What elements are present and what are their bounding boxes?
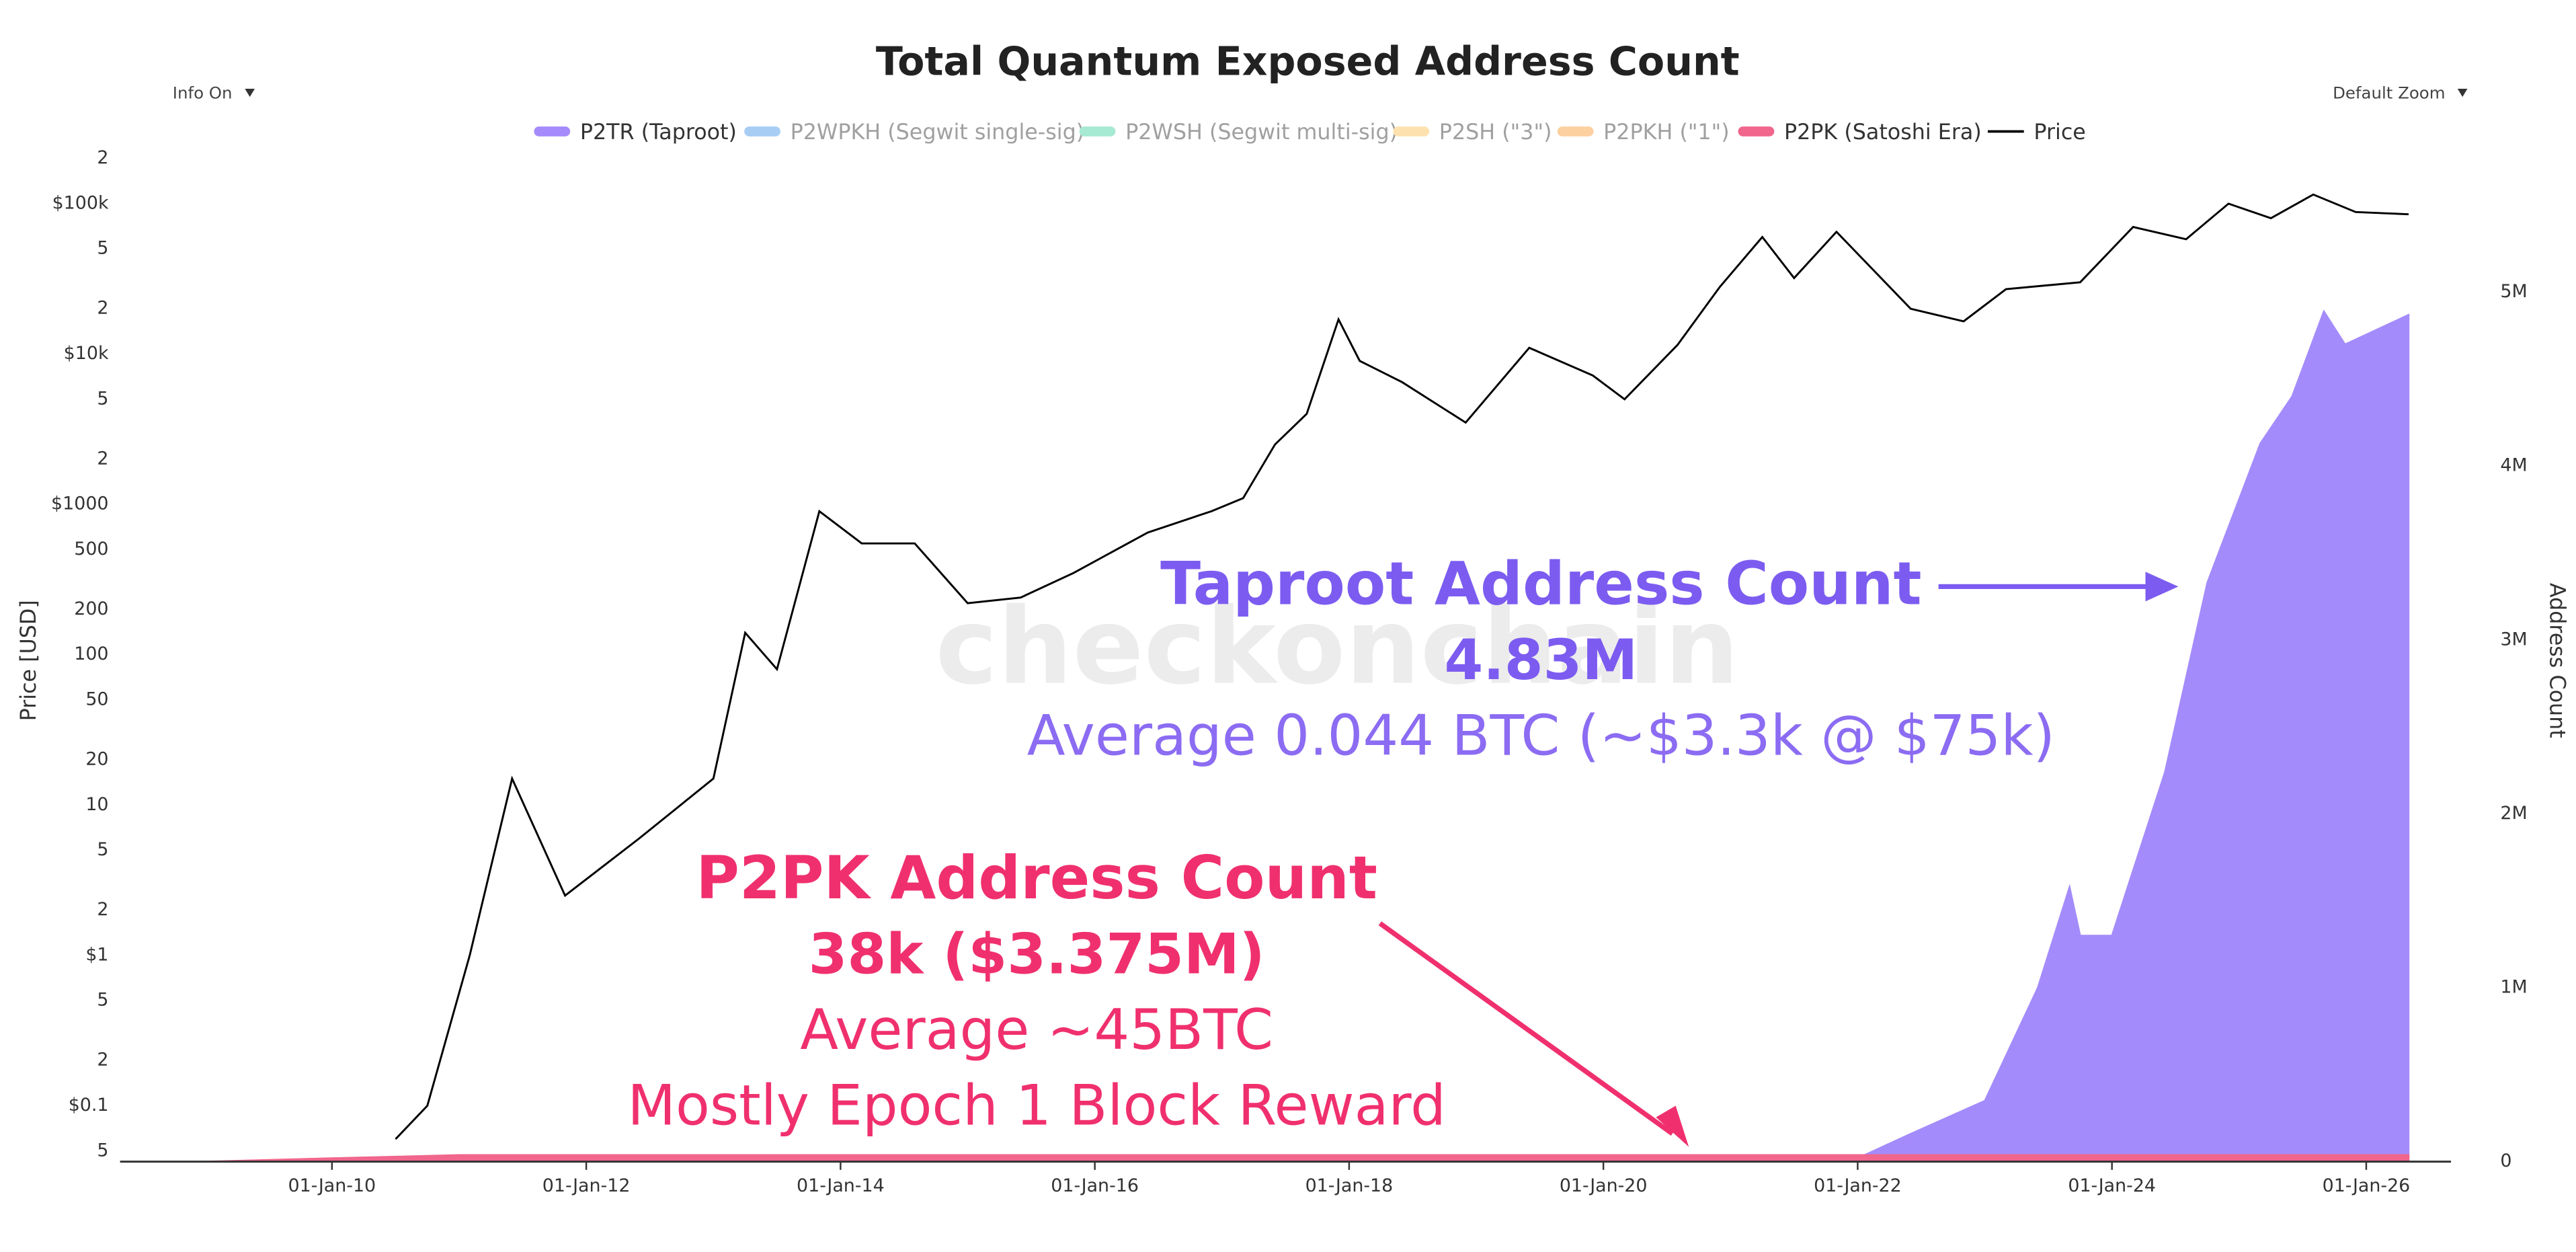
legend-swatch bbox=[744, 126, 780, 136]
legend-swatch bbox=[1738, 126, 1775, 136]
x-tick-label: 01-Jan-24 bbox=[2068, 1175, 2156, 1196]
annotation: Taproot Address Count bbox=[1160, 549, 1921, 619]
y-tick-label: 2 bbox=[97, 298, 108, 319]
x-tick-label: 01-Jan-20 bbox=[1560, 1175, 1648, 1196]
y2-tick-label: 4M bbox=[2500, 455, 2527, 476]
y-tick-label: $100k bbox=[52, 192, 109, 213]
y-tick-label: 2 bbox=[97, 899, 108, 920]
legend-label[interactable]: Price bbox=[2034, 120, 2085, 145]
legend-swatch bbox=[1079, 126, 1116, 136]
y-tick-label: $1 bbox=[85, 944, 108, 965]
legend-swatch bbox=[1393, 126, 1430, 136]
annotation: Mostly Epoch 1 Block Reward bbox=[627, 1072, 1446, 1138]
legend-label[interactable]: P2WSH (Segwit multi-sig) bbox=[1125, 120, 1398, 145]
y2-tick-label: 5M bbox=[2500, 281, 2527, 302]
y-axis-label: Price [USD] bbox=[17, 600, 41, 721]
dropdown-arrow bbox=[2457, 88, 2468, 97]
annotation: Average ~45BTC bbox=[800, 997, 1273, 1062]
y-tick-label: 50 bbox=[85, 689, 108, 710]
y-tick-label: 100 bbox=[74, 643, 108, 664]
x-tick-label: 01-Jan-14 bbox=[797, 1175, 885, 1196]
y-tick-label: 2 bbox=[97, 1050, 108, 1070]
y-tick-label: 2 bbox=[97, 147, 108, 168]
y-tick-label: $10k bbox=[64, 343, 109, 364]
chart-title: Total Quantum Exposed Address Count bbox=[876, 38, 1740, 84]
y-tick-label: 10 bbox=[85, 794, 108, 815]
y-tick-label: 5 bbox=[97, 238, 108, 259]
area bbox=[204, 1154, 2410, 1163]
y-tick-label: 500 bbox=[74, 539, 108, 559]
annotation: Average 0.044 BTC (~$3.3k @ $75k) bbox=[1027, 703, 2055, 769]
legend-label[interactable]: P2PKH ("1") bbox=[1603, 120, 1729, 145]
dropdown-arrow bbox=[245, 88, 255, 97]
legend-swatch bbox=[1557, 126, 1594, 136]
watermark: checkonchain bbox=[935, 585, 1739, 707]
y-tick-label: 5 bbox=[97, 388, 108, 409]
arrow-head bbox=[2145, 572, 2179, 602]
annotation: 4.83M bbox=[1444, 627, 1638, 693]
plot bbox=[113, 157, 2458, 1170]
legend-label[interactable]: P2WPKH (Segwit single-sig) bbox=[791, 120, 1085, 145]
arrow-head bbox=[1656, 1105, 1689, 1147]
y-tick-label: 5 bbox=[97, 990, 108, 1011]
legend-label[interactable]: P2SH ("3") bbox=[1439, 120, 1552, 145]
legend-swatch bbox=[534, 126, 571, 136]
y2-tick-label: 1M bbox=[2500, 976, 2527, 997]
y2-tick-label: 0 bbox=[2500, 1150, 2511, 1171]
y-tick-label: 5 bbox=[97, 839, 108, 860]
y-tick-label: 5 bbox=[97, 1140, 108, 1161]
annotation: P2PK Address Count bbox=[696, 843, 1377, 912]
x-tick-label: 01-Jan-16 bbox=[1051, 1175, 1139, 1196]
y-tick-label: $0.1 bbox=[69, 1095, 109, 1116]
price-line bbox=[395, 193, 2409, 1140]
zoom-toggle[interactable]: Default Zoom bbox=[2333, 83, 2445, 102]
y-tick-label: $1000 bbox=[51, 494, 108, 514]
x-tick-label: 01-Jan-12 bbox=[542, 1175, 631, 1196]
x-tick-label: 01-Jan-18 bbox=[1305, 1175, 1394, 1196]
area bbox=[1836, 309, 2410, 1163]
y-tick-label: 20 bbox=[85, 748, 108, 769]
x-tick-label: 01-Jan-10 bbox=[288, 1175, 376, 1196]
y-tick-label: 200 bbox=[74, 598, 108, 619]
y2-axis-label: Address Count bbox=[2544, 583, 2569, 738]
arrow bbox=[1378, 921, 1674, 1136]
x-tick-label: 01-Jan-22 bbox=[1814, 1175, 1902, 1196]
y2-tick-label: 2M bbox=[2500, 803, 2527, 824]
legend-label[interactable]: P2PK (Satoshi Era) bbox=[1784, 120, 1982, 145]
annotation: 38k ($3.375M) bbox=[809, 922, 1265, 987]
x-tick-label: 01-Jan-26 bbox=[2323, 1175, 2411, 1196]
y-tick-label: 2 bbox=[97, 448, 108, 469]
y2-tick-label: 3M bbox=[2500, 629, 2527, 650]
legend-label[interactable]: P2TR (Taproot) bbox=[580, 120, 737, 145]
info-toggle[interactable]: Info On bbox=[173, 83, 233, 102]
